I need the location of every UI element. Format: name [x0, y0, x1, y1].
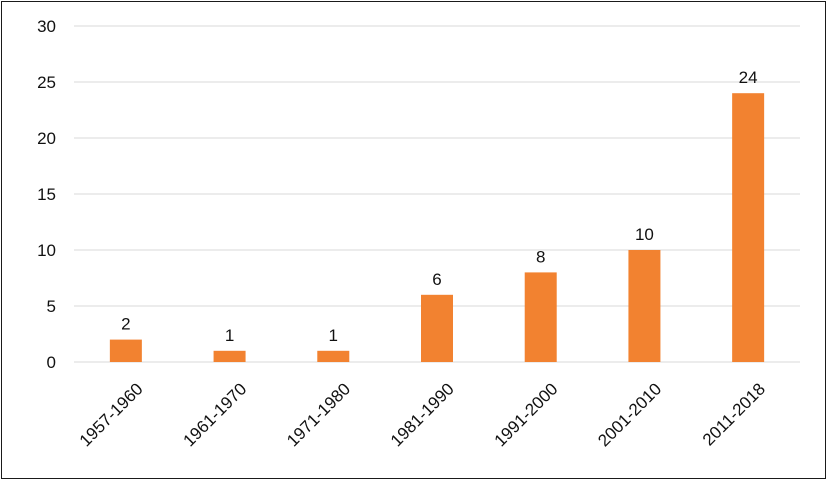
x-tick-label: 2001-2010: [594, 379, 665, 450]
x-tick-label: 2011-2018: [699, 379, 769, 449]
bar: [524, 272, 557, 362]
y-tick-label: 0: [47, 353, 56, 372]
data-label: 24: [739, 68, 758, 87]
data-label: 1: [329, 326, 338, 345]
data-label: 6: [432, 270, 441, 289]
bars: [109, 93, 765, 362]
x-axis-tick-labels: 1957-1960 1961-1970 1971-1980 1981-1990 1991…: [76, 379, 769, 450]
y-tick-label: 10: [37, 241, 56, 260]
y-tick-label: 15: [37, 185, 56, 204]
bar: [109, 339, 142, 362]
data-label: 10: [635, 225, 654, 244]
x-tick-label: 1971-1980: [283, 379, 354, 450]
gridlines: [74, 25, 800, 363]
data-label: 2: [121, 315, 130, 334]
bar: [317, 350, 350, 362]
y-axis-tick-labels: 0 5 10 15 20 25 30: [37, 17, 56, 372]
x-tick-label: 1981-1990: [387, 379, 458, 450]
bar: [421, 294, 453, 362]
y-tick-label: 20: [37, 129, 56, 148]
y-tick-label: 5: [47, 297, 56, 316]
data-label: 8: [536, 247, 545, 266]
x-tick-label: 1957-1960: [76, 379, 147, 450]
bar: [628, 250, 661, 362]
y-tick-label: 30: [37, 17, 56, 36]
data-label: 1: [225, 326, 234, 345]
data-labels: 2 1 1 6 8 10 24: [121, 68, 757, 345]
x-tick-label: 1961-1970: [179, 379, 250, 450]
x-tick-label: 1991-2000: [491, 379, 562, 450]
y-tick-label: 25: [37, 73, 56, 92]
bar: [213, 350, 246, 362]
bar: [732, 93, 765, 362]
